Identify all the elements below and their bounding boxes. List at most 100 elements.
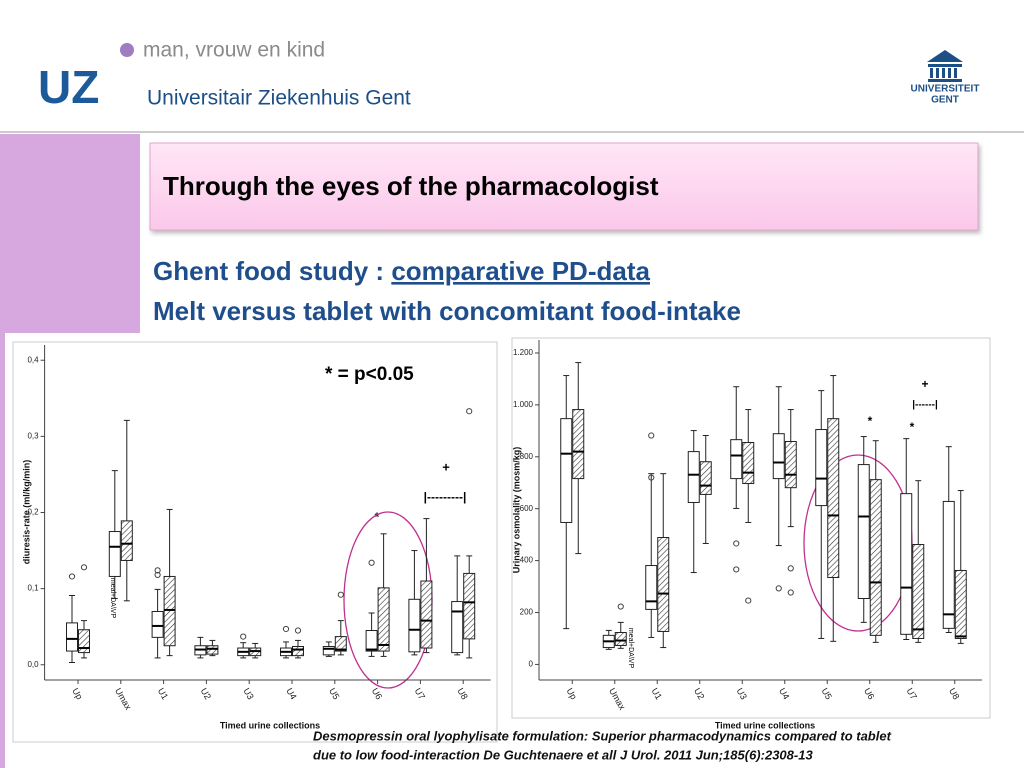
x-tick-label: U7 xyxy=(413,686,427,701)
plus: + xyxy=(921,377,928,391)
outlier xyxy=(68,573,76,580)
x-tick-label: U3 xyxy=(734,686,748,701)
box xyxy=(954,569,967,639)
citation: Desmopressin oral lyophylisate formulati… xyxy=(313,728,892,743)
outlier xyxy=(648,474,655,481)
outlier xyxy=(466,408,473,415)
y-tick-label: 400 xyxy=(520,556,534,565)
outlier xyxy=(154,567,161,574)
box xyxy=(334,636,347,652)
box xyxy=(657,537,670,632)
x-tick-label: Up xyxy=(70,686,84,701)
outlier xyxy=(787,589,794,596)
star: * xyxy=(375,510,380,524)
y-tick-label: 0,3 xyxy=(27,431,39,440)
box xyxy=(408,598,421,653)
x-tick-label: U1 xyxy=(649,686,663,701)
y-tick-label: 0,2 xyxy=(27,508,39,517)
box xyxy=(857,464,870,600)
box xyxy=(614,632,627,646)
y-axis-label: Urinary osmolality (mosm/kg) xyxy=(511,447,521,574)
x-tick-label: U6 xyxy=(370,686,384,701)
y-tick-label: 800 xyxy=(520,452,534,461)
logo: UZ xyxy=(38,61,99,113)
x-tick-label: Up xyxy=(564,686,578,701)
plus: + xyxy=(442,459,450,474)
meal-label: meal+DA\VP xyxy=(627,628,634,669)
star: * xyxy=(910,420,915,434)
box xyxy=(163,575,176,647)
outlier xyxy=(337,591,344,598)
subtitle-link: comparative PD-data xyxy=(391,256,650,286)
box xyxy=(742,442,755,485)
box xyxy=(572,409,585,480)
box xyxy=(120,520,133,561)
outlier xyxy=(775,585,782,592)
title-box xyxy=(149,142,979,231)
tagline: man, vrouw en kind xyxy=(143,39,325,62)
outlier xyxy=(240,633,247,640)
outlier xyxy=(787,565,794,572)
outlier xyxy=(648,432,655,439)
box xyxy=(645,565,658,610)
outlier xyxy=(733,566,740,573)
box xyxy=(869,479,882,636)
box xyxy=(377,587,390,652)
box xyxy=(463,572,476,640)
box xyxy=(730,439,743,480)
y-tick-label: 0,4 xyxy=(27,355,39,364)
plots: 0,00,10,20,30,4Up Umax U1 U2 U3 U4 U5 U6 U7 U8020… xyxy=(27,340,982,712)
y-tick-label: 0,1 xyxy=(27,584,39,593)
bracket: |------| xyxy=(912,400,938,411)
x-tick-label: U6 xyxy=(862,686,876,701)
box xyxy=(772,433,785,480)
x-tick-label: U8 xyxy=(947,686,961,701)
box xyxy=(699,461,712,495)
university-icon xyxy=(927,50,963,82)
outlier xyxy=(80,564,88,571)
y-axis-label: diuresis-rate (ml/kg/min) xyxy=(21,460,31,565)
x-tick-label: U5 xyxy=(327,686,341,701)
outlier xyxy=(733,540,740,547)
box xyxy=(687,451,700,503)
x-tick-label: U7 xyxy=(904,686,918,701)
x-tick-label: U5 xyxy=(819,686,833,701)
box xyxy=(292,646,304,657)
box xyxy=(66,622,78,652)
box xyxy=(365,630,378,652)
outlier xyxy=(282,625,290,633)
subtitle-line2: Melt versus tablet with concomitant food… xyxy=(153,296,741,326)
x-tick-label: U1 xyxy=(156,686,170,701)
citation: due to low food-interaction De Guchtenae… xyxy=(313,747,813,762)
outlier xyxy=(294,627,302,634)
box xyxy=(900,493,913,635)
y-tick-label: 0 xyxy=(529,660,534,669)
box xyxy=(151,610,164,638)
box xyxy=(942,500,955,629)
box xyxy=(420,580,433,649)
box xyxy=(451,601,464,654)
y-tick-label: 1.200 xyxy=(513,348,534,357)
subtitle: Ghent food study : comparative PD-data xyxy=(153,256,650,286)
outlier xyxy=(368,559,375,566)
x-tick-label: U2 xyxy=(692,686,706,701)
slide-title: Through the eyes of the pharmacologist xyxy=(163,171,659,201)
box xyxy=(108,531,121,577)
x-tick-label: U4 xyxy=(777,686,791,701)
y-tick-label: 600 xyxy=(520,504,534,513)
x-tick-label: U4 xyxy=(284,686,298,701)
box xyxy=(206,645,219,655)
box xyxy=(78,629,90,654)
y-tick-label: 0,0 xyxy=(27,660,39,669)
box xyxy=(322,646,335,656)
box xyxy=(560,418,573,523)
chart-frame xyxy=(12,341,498,743)
x-tick-label: U3 xyxy=(241,686,255,701)
tagline-dot xyxy=(120,43,134,57)
hospital-name: Universitair Ziekenhuis Gent xyxy=(147,87,411,110)
significance-note: * = p<0.05 xyxy=(325,364,414,385)
y-tick-label: 200 xyxy=(520,608,534,617)
x-axis-label: Timed urine collections xyxy=(220,720,320,730)
university-name: UNIVERSITEIT xyxy=(911,84,980,95)
